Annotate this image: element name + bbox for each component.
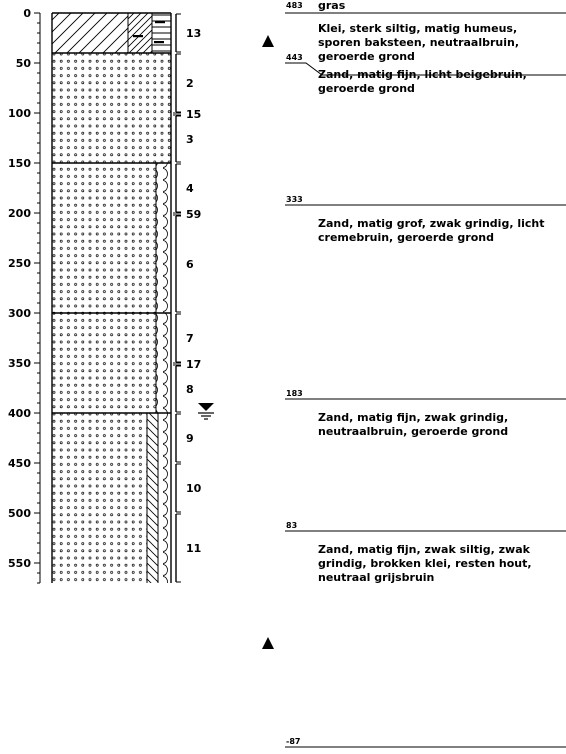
triangle-marker-icon	[262, 35, 274, 47]
depth-tick-label: 550	[8, 557, 31, 570]
desc-line: neutraalbruin, geroerde grond	[318, 425, 508, 438]
desc-line: sporen baksteen, neutraalbruin,	[318, 36, 519, 49]
layer-L2	[52, 52, 171, 163]
sample-9: 9	[175, 413, 194, 463]
silt-pattern	[147, 413, 158, 583]
depth-tick-label: 150	[8, 157, 31, 170]
desc-line: cremebruin, geroerde grond	[318, 231, 494, 244]
markers	[198, 35, 274, 649]
depth-tick-label: 250	[8, 257, 31, 270]
sand-pattern	[52, 313, 156, 413]
sample-6: 6	[175, 215, 194, 313]
sample-label: 6	[186, 258, 194, 271]
depth-axis: 0 50 100 150 200 250 300 350 400 450 500 550	[8, 7, 41, 584]
sample-7: 7	[175, 313, 194, 363]
depth-tick-label: 500	[8, 507, 31, 520]
sample-label: 3	[186, 133, 194, 146]
layer-L1	[52, 12, 171, 53]
triangle-marker-icon	[262, 637, 274, 649]
desc-line: geroerde grond	[318, 82, 415, 95]
depth-tick-label: 450	[8, 457, 31, 470]
depth-tick-label: 0	[23, 7, 31, 20]
gravel-pattern	[156, 313, 171, 413]
sample-2: 2	[175, 53, 194, 113]
desc-line: Zand, matig fijn, zwak siltig, zwak	[318, 543, 531, 556]
layer-desc-L3: Zand, matig grof, zwak grindig, lichtcre…	[285, 217, 566, 400]
sample-3: 3	[175, 115, 194, 163]
elevation-label: 83	[286, 521, 297, 530]
sand-pattern	[52, 413, 147, 583]
sample-13: 13	[175, 13, 201, 53]
layer-L3	[52, 162, 171, 313]
sample-15: 15	[173, 108, 201, 121]
elevation-line	[285, 62, 566, 76]
layer-descriptions: gras Klei, sterk siltig, matig humeus,spo…	[285, 0, 566, 748]
sample-label: 10	[186, 482, 202, 495]
sample-label: 13	[186, 27, 201, 40]
clay-pattern	[52, 13, 128, 53]
groundwater-icon	[198, 403, 214, 420]
sample-8: 8	[175, 365, 194, 413]
sample-59: 59	[173, 208, 201, 221]
sand-pattern	[52, 53, 171, 163]
silt-pattern	[152, 13, 171, 53]
lithology-column	[51, 12, 172, 583]
sample-column: 13 2 15 3 4 59 6 7 17 8 9 10 11	[173, 13, 202, 583]
brick-fragment	[133, 35, 143, 38]
brick-fragment	[155, 21, 165, 24]
sample-label: 17	[186, 358, 201, 371]
sample-label: 11	[186, 542, 201, 555]
humus-pattern	[128, 13, 152, 53]
layer-L4	[52, 312, 171, 413]
sample-label: 59	[186, 208, 201, 221]
desc-line: Zand, matig grof, zwak grindig, licht	[318, 217, 545, 230]
elevation-label: 333	[286, 195, 303, 204]
layer-desc-L4: Zand, matig fijn, zwak grindig,neutraalb…	[285, 411, 566, 532]
elevation-label: 483	[286, 1, 303, 10]
elevation-label: 443	[286, 53, 303, 62]
depth-tick-label: 300	[8, 307, 31, 320]
layer-desc-L1: gras Klei, sterk siltig, matig humeus,spo…	[285, 0, 566, 76]
sample-label: 4	[186, 182, 194, 195]
depth-tick-label: 200	[8, 207, 31, 220]
elevation-label: 183	[286, 389, 303, 398]
depth-tick-label: 350	[8, 357, 31, 370]
elevation-label: -87	[286, 737, 300, 746]
layer-desc-L5: Zand, matig fijn, zwak siltig, zwakgrind…	[285, 543, 566, 748]
sample-label: 9	[186, 432, 194, 445]
desc-line: grindig, brokken klei, resten hout,	[318, 557, 532, 570]
desc-line: geroerde grond	[318, 50, 415, 63]
sand-pattern	[52, 163, 156, 313]
gravel-pattern	[158, 413, 171, 583]
layer-desc-L2: Zand, matig fijn, licht beigebruin,geroe…	[285, 68, 566, 206]
desc-line: Klei, sterk siltig, matig humeus,	[318, 22, 517, 35]
sample-label: 2	[186, 77, 194, 90]
sample-10: 10	[175, 463, 202, 513]
desc-line: Zand, matig fijn, zwak grindig,	[318, 411, 508, 424]
depth-tick-label: 100	[8, 107, 31, 120]
depth-tick-label: 400	[8, 407, 31, 420]
desc-line: Zand, matig fijn, licht beigebruin,	[318, 68, 527, 81]
sample-label: 15	[186, 108, 201, 121]
gravel-pattern	[156, 163, 171, 313]
sample-17: 17	[173, 358, 201, 371]
brick-fragment	[154, 41, 164, 44]
sample-4: 4	[175, 163, 194, 213]
layer-L5	[52, 412, 171, 583]
desc-line: neutraal grijsbruin	[318, 571, 434, 584]
depth-tick-label: 50	[16, 57, 32, 70]
sample-11: 11	[175, 513, 201, 583]
sample-label: 8	[186, 383, 194, 396]
sample-label: 7	[186, 332, 194, 345]
desc-line: gras	[318, 0, 346, 12]
